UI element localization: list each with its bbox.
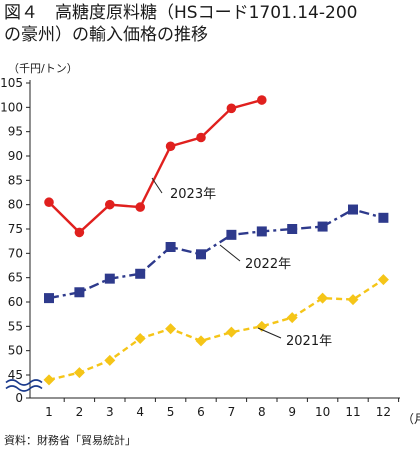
x-tick-label: 3 — [106, 405, 114, 419]
data-point-2021年 — [225, 326, 237, 338]
data-point-2022年 — [226, 229, 237, 240]
y-tick-label: 80 — [8, 198, 23, 212]
data-point-2021年 — [73, 367, 85, 379]
y-tick-label: 85 — [8, 173, 23, 187]
data-point-2022年 — [104, 273, 115, 284]
y-tick-label: 100 — [0, 100, 23, 114]
x-tick-label: 9 — [288, 405, 296, 419]
y-tick-label: 45 — [8, 368, 23, 382]
data-point-2022年 — [348, 204, 358, 215]
series-label: 2023年 — [170, 187, 216, 202]
data-point-2022年 — [165, 242, 176, 253]
x-tick-label: 5 — [167, 405, 175, 419]
data-point-2022年 — [287, 224, 298, 234]
x-tick-label: 10 — [315, 405, 330, 419]
data-point-2023年 — [105, 199, 115, 210]
axis-break-symbol — [5, 379, 43, 386]
data-point-2021年 — [43, 374, 55, 386]
data-point-2022年 — [135, 268, 146, 279]
data-point-2023年 — [257, 95, 267, 105]
y-tick-label: 90 — [8, 149, 23, 163]
x-tick-label: 7 — [228, 405, 236, 419]
x-tick-label: 2 — [76, 405, 84, 419]
series-label-leader — [257, 327, 282, 339]
y-tick-label: 65 — [8, 271, 23, 285]
y-tick-label: 50 — [8, 344, 23, 358]
y-tick-label: 105 — [0, 76, 23, 90]
chart-title: 図４ 高糖度原料糖（HSコード1701.14-200 の豪州）の輸入価格の推移 — [4, 3, 358, 45]
x-axis-unit-label: （月） — [402, 412, 420, 426]
x-tick-label: 4 — [136, 405, 144, 419]
data-point-2021年 — [256, 320, 268, 332]
y-tick-label: 0 — [15, 391, 23, 405]
data-point-2022年 — [317, 221, 328, 232]
series-line-2022年 — [48, 208, 384, 300]
data-point-2021年 — [104, 354, 116, 366]
series-label: 2022年 — [245, 257, 291, 272]
data-point-2023年 — [196, 132, 206, 143]
source-note: 資料：財務省「貿易統計」 — [4, 434, 136, 447]
series-label-leader — [151, 177, 163, 194]
data-point-2021年 — [134, 333, 146, 344]
data-point-2022年 — [44, 293, 54, 304]
y-tick-label: 95 — [8, 125, 23, 139]
data-point-2023年 — [165, 141, 176, 152]
data-point-2023年 — [135, 202, 145, 212]
y-tick-label: 55 — [8, 319, 23, 333]
x-tick-label: 1 — [45, 405, 53, 419]
data-point-2023年 — [74, 227, 85, 238]
x-tick-label: 6 — [197, 405, 205, 419]
data-point-2022年 — [378, 212, 389, 223]
data-point-2023年 — [44, 197, 54, 208]
data-point-2023年 — [226, 103, 237, 114]
y-axis-unit-label: （千円/トン） — [8, 62, 78, 75]
data-point-2022年 — [256, 226, 267, 237]
x-tick-label: 12 — [376, 405, 391, 419]
series-label-leader — [219, 244, 241, 262]
series-line-2021年 — [48, 278, 385, 382]
data-point-2022年 — [74, 287, 85, 298]
x-tick-label: 8 — [258, 405, 266, 419]
y-tick-label: 70 — [8, 246, 23, 260]
axis-break-symbol — [5, 385, 43, 392]
data-point-2021年 — [377, 274, 389, 286]
y-tick-label: 75 — [8, 222, 23, 236]
data-point-2021年 — [317, 292, 329, 304]
series-line-2023年 — [48, 98, 263, 235]
data-point-2021年 — [195, 335, 207, 347]
data-point-2022年 — [196, 249, 206, 260]
data-point-2021年 — [165, 323, 177, 335]
x-tick-label: 11 — [345, 405, 360, 419]
series-label: 2021年 — [286, 334, 332, 349]
data-point-2021年 — [286, 312, 298, 324]
y-tick-label: 60 — [8, 295, 23, 309]
data-point-2021年 — [347, 294, 359, 306]
